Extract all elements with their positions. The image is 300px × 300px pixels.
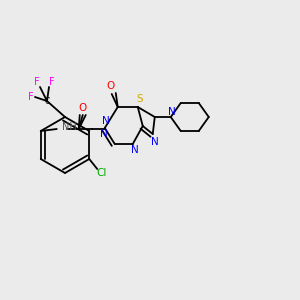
Text: N: N [151,137,159,147]
Text: S: S [136,94,143,104]
Text: F: F [49,77,55,87]
Text: O: O [106,81,115,91]
Text: N: N [100,129,108,139]
Text: N: N [102,116,110,126]
Text: F: F [28,92,34,102]
Text: O: O [79,103,87,113]
Text: NH: NH [62,122,76,132]
Text: Cl: Cl [96,168,106,178]
Text: C: C [44,97,50,106]
Text: F: F [34,77,40,87]
Text: N: N [168,107,176,117]
Text: N: N [131,145,139,155]
